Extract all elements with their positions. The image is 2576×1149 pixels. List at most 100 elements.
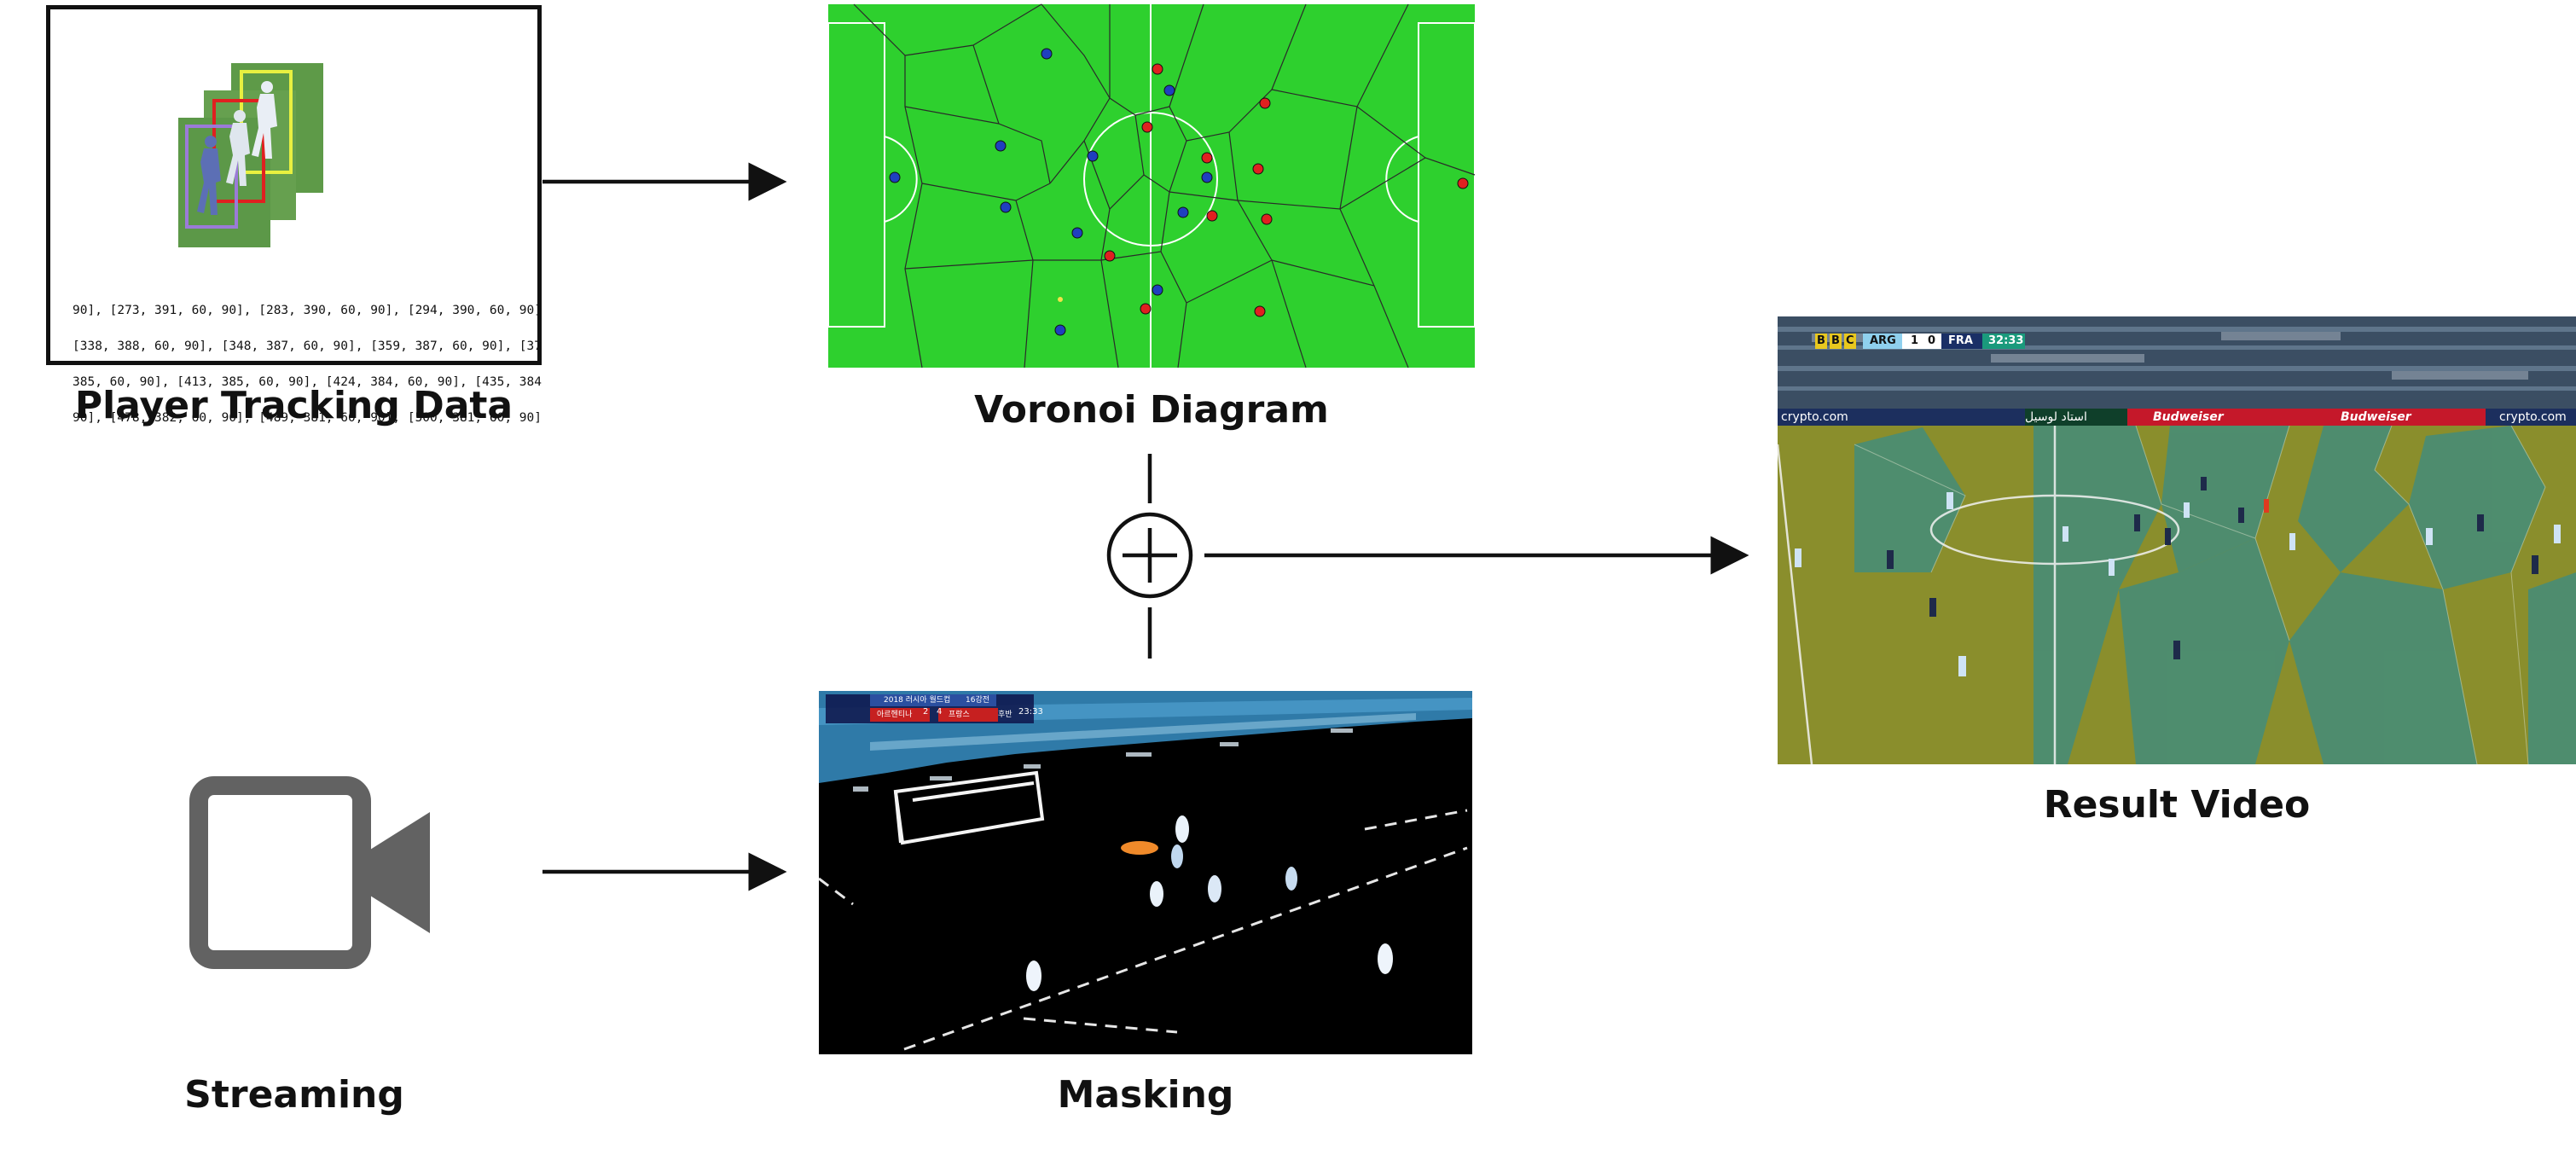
result-crowd <box>1778 316 2576 412</box>
masked-player <box>1175 815 1189 843</box>
result-scoreboard-text: B B C ARG 1 0 FRA 32:33 <box>1778 334 2034 349</box>
result-player-dark <box>2238 508 2244 523</box>
result-player-light <box>2426 528 2433 545</box>
voronoi-label: Voronoi Diagram <box>974 388 1329 432</box>
blue-player-dot <box>1000 201 1012 213</box>
streaming-label: Streaming <box>184 1073 404 1117</box>
blue-player-dot <box>889 171 901 183</box>
result-video-panel <box>1776 316 2576 765</box>
masked-player <box>1026 960 1041 991</box>
bbox-purple <box>185 125 238 229</box>
result-player-light <box>1795 548 1801 567</box>
result-voronoi-overlay <box>1854 426 2576 764</box>
result-away-score: 0 <box>1928 334 1936 347</box>
tracking-frames-illustration <box>178 63 323 247</box>
result-player-dark <box>2165 528 2171 545</box>
voronoi-players-blue <box>889 48 1213 336</box>
blue-player-dot <box>1177 206 1189 218</box>
masking-away-score: 4 <box>937 707 943 717</box>
result-player-light <box>1958 656 1966 676</box>
result-player-light <box>2184 502 2190 518</box>
red-player-dot <box>1104 250 1116 262</box>
blue-player-dot <box>1163 84 1175 96</box>
result-board-sponsor1: crypto.com <box>1781 410 1848 424</box>
masked-player <box>1171 844 1183 868</box>
pitch-markings <box>827 4 1476 368</box>
result-player-light <box>2289 533 2295 550</box>
blue-player-dot <box>1054 324 1066 336</box>
bbc-letter: C <box>1846 334 1854 347</box>
masking-clock: 23:33 <box>1018 707 1043 717</box>
tracking-data-line: 90], [478, 382, 60, 90], [489, 381, 60, … <box>73 411 542 425</box>
masking-away-team: 프랑스 <box>949 711 970 719</box>
result-player-light <box>2554 525 2561 543</box>
blue-player-dot <box>1071 227 1083 239</box>
voronoi-cell-edges <box>853 3 1476 368</box>
result-clock: 32:33 <box>1988 334 2024 347</box>
bbc-letter: B <box>1817 334 1825 347</box>
result-board-text: crypto.com استاد لوسيل Budweiser Budweis… <box>1778 409 2576 426</box>
masking-pitch-lines <box>818 809 1468 1051</box>
masked-player <box>1150 881 1163 907</box>
masking-scoreboard-text: 2018 러시아 월드컵 16강전 아르헨티나 2 4 프랑스 후반 23:33 <box>870 693 1043 724</box>
masked-player <box>1121 841 1158 855</box>
result-board-right <box>2127 409 2576 426</box>
red-player-dot <box>1261 213 1273 225</box>
bbc-letter: B <box>1831 334 1840 347</box>
player-tracking-panel: 90], [273, 391, 60, 90], [283, 390, 60, … <box>46 5 542 424</box>
result-board-sponsor2: Budweiser <box>2153 410 2224 424</box>
result-player-dark <box>1929 598 1936 617</box>
result-player-dark <box>2201 477 2207 490</box>
masking-period: 후반 <box>998 711 1012 719</box>
masking-scoreboard-title: 2018 러시아 월드컵 <box>884 696 951 705</box>
result-board-sponsor1-repeat: crypto.com <box>2499 410 2567 424</box>
blue-player-dot <box>995 140 1007 152</box>
red-player-dot <box>1141 121 1153 133</box>
result-player-dark <box>1887 550 1894 569</box>
result-players <box>1795 477 2561 676</box>
blue-player-dot <box>1041 48 1053 60</box>
red-player-dot <box>1152 63 1163 75</box>
masking-players <box>1026 815 1393 991</box>
circled-plus-icon <box>1106 512 1193 599</box>
blue-player-dot <box>1201 171 1213 183</box>
result-scoreboard <box>1815 334 2025 349</box>
masking-label: Masking <box>1057 1073 1234 1117</box>
masking-scoreboard <box>826 694 1034 723</box>
masking-home-team: 아르헨티나 <box>877 711 913 719</box>
voronoi-players-red <box>1104 63 1469 317</box>
result-player-dark <box>2532 555 2538 574</box>
result-player-dark <box>2173 641 2180 659</box>
blue-player-dot <box>1087 150 1099 162</box>
blue-player-dot <box>1152 284 1163 296</box>
result-pitch-markings <box>1776 426 2180 765</box>
masked-player <box>1208 875 1221 902</box>
result-player-light <box>2109 559 2115 576</box>
result-video-label: Result Video <box>2043 783 2311 827</box>
masking-scoreboard-stage: 16강전 <box>966 696 990 705</box>
voronoi-diagram-panel <box>827 3 1476 368</box>
result-player-light <box>2063 526 2068 542</box>
result-home-score: 1 <box>1911 334 1919 347</box>
red-player-dot <box>1201 152 1213 164</box>
red-player-dot <box>1140 303 1152 315</box>
result-player-dark <box>2134 514 2140 531</box>
masked-player <box>1285 867 1297 891</box>
ball-dot <box>1058 297 1063 302</box>
tracking-data-text: 90], [273, 391, 60, 90], [283, 390, 60, … <box>73 281 542 448</box>
result-player-light <box>1947 492 1953 509</box>
video-camera-icon <box>189 776 430 969</box>
result-board-left <box>1778 409 2025 426</box>
result-voronoi-edges <box>1854 425 2546 765</box>
player-silhouette-3 <box>197 136 221 215</box>
result-home-team: ARG <box>1870 334 1896 347</box>
masking-home-score: 2 <box>923 707 929 717</box>
result-board-sponsor2-repeat: Budweiser <box>2341 410 2411 424</box>
bbox-yellow <box>240 70 293 174</box>
masking-panel <box>818 691 1472 1054</box>
result-board-stadium: استاد لوسيل <box>2025 410 2087 424</box>
result-board-mid <box>2025 409 2127 426</box>
player-tracking-label: Player Tracking Data <box>74 384 513 427</box>
red-player-dot <box>1457 177 1469 189</box>
result-away-team: FRA <box>1948 334 1973 347</box>
